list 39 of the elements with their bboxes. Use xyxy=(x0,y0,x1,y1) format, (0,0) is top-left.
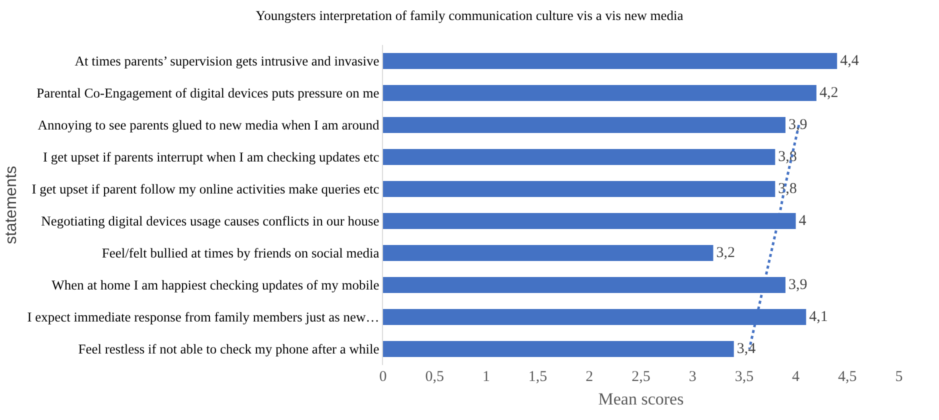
y-tick-label: Negotiating digital devices usage causes conflicts in our house xyxy=(41,214,380,229)
data-label: 3,4 xyxy=(736,341,756,357)
x-tick-label: 3 xyxy=(688,369,696,385)
y-tick-label: I get upset if parent follow my online activities make queries etc xyxy=(32,182,380,197)
bar xyxy=(383,245,714,261)
y-tick-label: At times parents’ supervision gets intrusive and invasive xyxy=(74,54,380,69)
data-label: 3,2 xyxy=(716,245,735,261)
bar xyxy=(383,53,838,69)
bar xyxy=(383,181,776,197)
bar xyxy=(383,85,816,101)
data-label: 3,9 xyxy=(788,277,808,293)
y-axis-title: statements xyxy=(3,166,20,244)
chart-title: Youngsters interpretation of family communication culture vis a vis new media xyxy=(256,8,684,23)
data-label: 4,1 xyxy=(809,309,828,325)
data-label: 4 xyxy=(798,213,807,229)
x-tick-label: 2,5 xyxy=(632,369,650,385)
x-tick-label: 2 xyxy=(586,369,594,385)
x-tick-label: 4,5 xyxy=(838,369,857,385)
y-tick-label: Parental Co-Engagement of digital devices puts pressure on me xyxy=(36,86,380,101)
data-label: 4,2 xyxy=(819,85,838,101)
x-tick-label: 3,5 xyxy=(734,369,754,385)
y-tick-label: Feel/felt bullied at times by friends on social media xyxy=(102,246,380,261)
bar xyxy=(383,341,734,357)
y-tick-label: Annoying to see parents glued to new media when I am around xyxy=(38,118,380,133)
y-tick-label: I expect immediate response from family members just as new… xyxy=(27,310,380,325)
x-tick-label: 0,5 xyxy=(425,369,444,385)
x-tick-label: 1 xyxy=(482,369,490,385)
x-tick-label: 1,5 xyxy=(528,369,548,385)
x-axis-title: Mean scores xyxy=(598,389,684,408)
bar xyxy=(383,117,786,133)
data-label: 4,4 xyxy=(840,53,860,69)
data-label: 3,9 xyxy=(788,117,808,133)
x-tick-label: 5 xyxy=(895,369,903,385)
y-tick-label: I get upset if parents interrupt when I am checking updates etc xyxy=(43,150,380,165)
y-tick-label: Feel restless if not able to check my phone after a while xyxy=(78,342,380,357)
x-tick-label: 4 xyxy=(792,369,800,385)
y-tick-label: When at home I am happiest checking updates of my mobile xyxy=(52,278,380,293)
bar xyxy=(383,149,776,165)
x-tick-label: 0 xyxy=(379,369,387,385)
